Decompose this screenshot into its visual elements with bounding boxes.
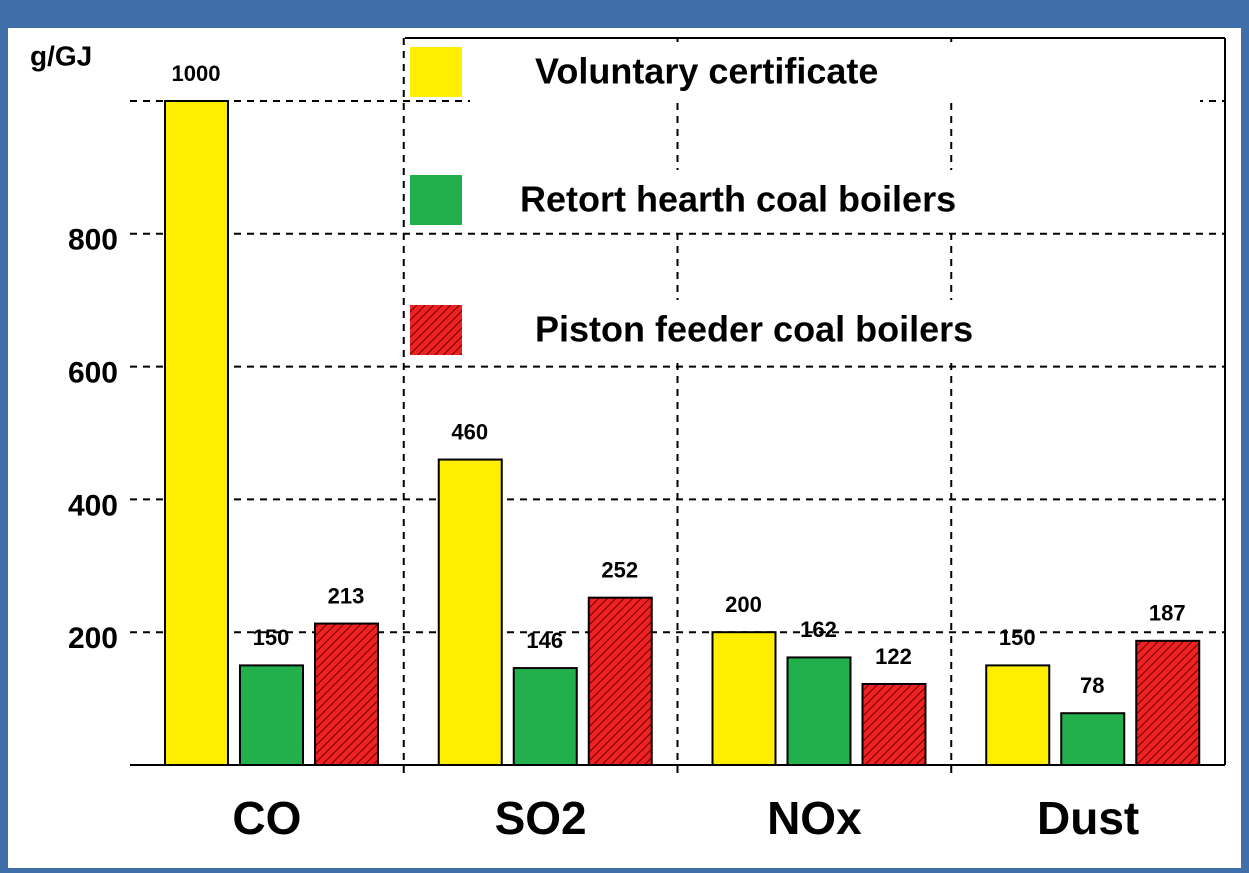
bar (1135, 639, 1201, 766)
y-tick-label: 400 (68, 489, 118, 522)
bar (512, 667, 578, 767)
legend-swatch (410, 47, 462, 97)
legend-label: Piston feeder coal boilers (535, 309, 973, 350)
x-tick-label: NOx (767, 792, 862, 844)
bar (314, 622, 379, 766)
bar (437, 458, 503, 766)
value-label: 187 (1149, 601, 1186, 626)
value-label: 1000 (172, 61, 221, 86)
y-tick-label: 800 (68, 224, 118, 257)
bar (239, 664, 304, 767)
bar (587, 596, 653, 766)
bar (861, 682, 927, 767)
bar (985, 664, 1051, 767)
legend-label: Voluntary certificate (535, 51, 878, 92)
value-label: 460 (451, 419, 488, 444)
y-tick-label: 600 (68, 357, 118, 390)
bar (711, 631, 777, 767)
legend-swatch (410, 305, 462, 355)
value-label: 213 (328, 583, 365, 608)
y-axis-label: g/GJ (30, 40, 92, 71)
legend-label: Retort hearth coal boilers (520, 179, 956, 220)
legend-swatch (410, 175, 462, 225)
x-tick-label: CO (232, 792, 301, 844)
x-tick-label: Dust (1037, 792, 1139, 844)
value-label: 200 (725, 592, 762, 617)
legend-bg (470, 170, 1200, 230)
value-label: 78 (1080, 673, 1104, 698)
bar (786, 656, 852, 767)
y-tick-label: 200 (68, 622, 118, 655)
x-tick-label: SO2 (495, 792, 587, 844)
legend-bg (470, 300, 1200, 360)
value-label: 162 (800, 617, 837, 642)
value-label: 252 (601, 557, 638, 582)
legend-bg (470, 42, 1200, 102)
value-label: 150 (999, 625, 1036, 650)
bar (164, 100, 229, 766)
bar (1060, 712, 1126, 767)
value-label: 150 (253, 625, 290, 650)
value-label: 146 (526, 628, 563, 653)
value-label: 122 (875, 644, 912, 669)
